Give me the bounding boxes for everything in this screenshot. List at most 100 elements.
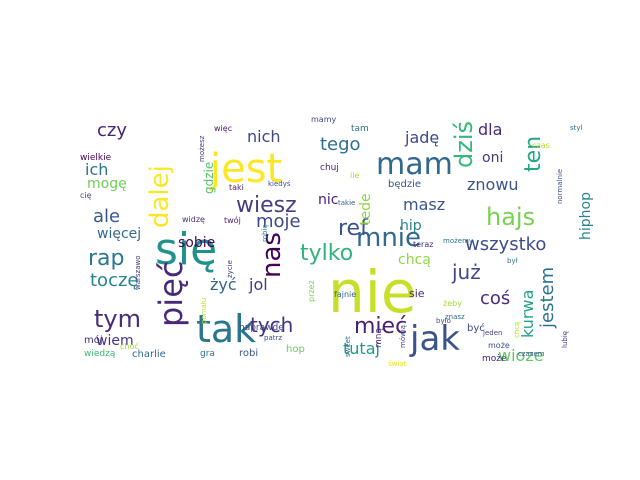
- cloud-word: może: [488, 341, 510, 350]
- cloud-word: naprawdę: [239, 323, 284, 333]
- cloud-word: żyć: [210, 275, 237, 294]
- cloud-word: się: [155, 224, 217, 275]
- cloud-word: jadę: [404, 128, 439, 147]
- cloud-word: lubię: [561, 331, 569, 348]
- cloud-word: chuj: [320, 163, 339, 173]
- cloud-word: jestem: [537, 267, 558, 329]
- cloud-word: styl: [570, 124, 583, 132]
- cloud-word: świat: [388, 360, 407, 368]
- cloud-word: oni: [482, 150, 503, 166]
- cloud-word: ale: [93, 206, 120, 227]
- cloud-word: mogę: [87, 176, 127, 192]
- cloud-word: znasz: [445, 313, 465, 321]
- cloud-word: sobie: [178, 235, 215, 251]
- cloud-word: tak: [196, 307, 256, 351]
- cloud-word: jeden: [482, 329, 502, 337]
- cloud-word: warszawo: [134, 255, 142, 290]
- cloud-word: nie: [328, 258, 417, 326]
- cloud-word: gdzie: [202, 162, 216, 194]
- cloud-word: nas: [257, 232, 287, 278]
- cloud-word: żeby: [443, 299, 462, 308]
- cloud-word: dla: [478, 120, 502, 139]
- cloud-word: fajnie: [334, 290, 356, 299]
- cloud-word: mieć: [354, 314, 407, 339]
- cloud-word: wiesz: [236, 193, 297, 218]
- cloud-word: rap: [88, 246, 125, 271]
- cloud-word: widzę: [182, 215, 205, 224]
- cloud-word: tede: [358, 193, 374, 225]
- cloud-word: może: [482, 354, 507, 364]
- cloud-word: możemy: [443, 237, 473, 245]
- cloud-word: ref: [338, 216, 369, 241]
- cloud-word: tam: [351, 124, 369, 134]
- cloud-word: wiedzą: [84, 349, 116, 359]
- cloud-word: ile: [350, 171, 359, 180]
- cloud-word: już: [451, 260, 481, 284]
- cloud-word: być: [467, 322, 485, 334]
- cloud-word: charlie: [132, 349, 166, 360]
- cloud-word: patrz: [264, 334, 282, 342]
- cloud-word: tym: [94, 305, 141, 333]
- cloud-word: cię: [80, 191, 92, 200]
- cloud-word: hop: [286, 344, 305, 355]
- cloud-word: sie: [409, 287, 425, 300]
- cloud-word: teraz: [413, 240, 433, 249]
- cloud-word: wielkie: [80, 153, 112, 163]
- cloud-word: chcą: [398, 252, 431, 268]
- cloud-word: tutaj: [343, 339, 380, 358]
- cloud-word: hip: [400, 218, 422, 234]
- cloud-word: jol: [248, 275, 268, 294]
- cloud-word: chcę: [513, 322, 521, 338]
- cloud-word: moje: [256, 211, 301, 232]
- cloud-word: sweet: [344, 336, 352, 357]
- cloud-background: [80, 104, 592, 376]
- cloud-word: gra: [200, 349, 215, 359]
- cloud-word: mówią: [399, 325, 407, 348]
- cloud-word: tylko: [300, 241, 353, 266]
- cloud-word: dziś: [450, 121, 478, 168]
- cloud-word: przez: [307, 280, 316, 302]
- cloud-word: był: [507, 257, 518, 265]
- cloud-word: normalnie: [556, 169, 564, 204]
- cloud-word: ich: [85, 160, 108, 179]
- cloud-word: mój: [84, 334, 103, 346]
- cloud-word: życie: [226, 260, 234, 278]
- cloud-word: jest: [209, 146, 282, 192]
- cloud-word: czy: [97, 120, 127, 141]
- cloud-word: więc: [214, 124, 232, 133]
- cloud-word: mną: [374, 328, 384, 348]
- cloud-word: mamy: [311, 115, 336, 124]
- cloud-word: pięć: [152, 261, 190, 327]
- cloud-word: wiem: [96, 333, 134, 349]
- cloud-word: coś: [480, 288, 510, 309]
- cloud-word: takie: [338, 199, 355, 207]
- cloud-word: tych: [250, 313, 293, 337]
- cloud-word: tego: [320, 134, 361, 155]
- cloud-word: kurwa: [518, 290, 537, 338]
- cloud-word: mam: [376, 147, 453, 182]
- cloud-word: było: [436, 317, 451, 325]
- cloud-word: wioze: [498, 346, 544, 365]
- cloud-word: więcej: [97, 226, 141, 242]
- cloud-word: będzie: [388, 179, 421, 190]
- cloud-word: mnie: [356, 223, 421, 253]
- cloud-word: nich: [247, 127, 281, 146]
- cloud-word: choć: [120, 341, 139, 351]
- cloud-word: taki: [229, 183, 244, 192]
- cloud-word: jak: [409, 319, 460, 359]
- cloud-word: czas: [532, 141, 550, 150]
- cloud-word: możesz: [198, 135, 206, 162]
- cloud-word: robi: [239, 348, 258, 359]
- cloud-word: pomału: [200, 298, 208, 324]
- cloud-word: dalej: [145, 165, 175, 228]
- cloud-word: kiedyś: [268, 180, 291, 188]
- cloud-word: twój: [224, 215, 241, 225]
- cloud-word: hajs: [486, 203, 535, 231]
- cloud-word: nic: [318, 192, 338, 208]
- cloud-word: czasem: [518, 350, 545, 358]
- cloud-word: masz: [403, 195, 445, 214]
- cloud-word: hiphop: [578, 192, 594, 240]
- cloud-word: wszystko: [465, 234, 546, 255]
- words-layer: niesiętakjestjakpięćmamdalejnasdziśmnieh…: [80, 115, 594, 368]
